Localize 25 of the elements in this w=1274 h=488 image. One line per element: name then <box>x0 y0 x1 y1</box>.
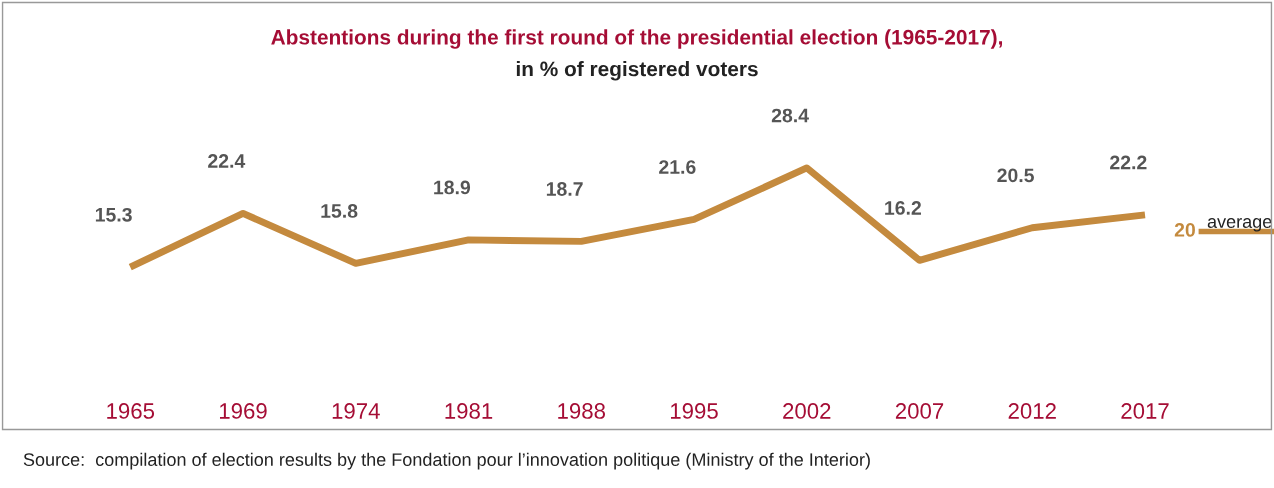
x-tick-label: 1981 <box>445 403 493 419</box>
x-tick-label: 1988 <box>558 403 606 419</box>
x-tick-label: 1995 <box>670 403 718 419</box>
x-tick-label: 2012 <box>1008 403 1056 419</box>
data-label: 18.7 <box>546 182 583 196</box>
x-tick-label: 2007 <box>895 403 944 419</box>
chart-title: Abstentions during the first round of the presidential election (1965-2017), <box>271 29 1003 49</box>
data-label: 15.3 <box>95 207 132 222</box>
data-label: 20.5 <box>997 168 1034 183</box>
data-label: 28.4 <box>771 108 809 123</box>
ref-line-label: average <box>1207 218 1272 232</box>
x-tick-label: 2017 <box>1121 403 1169 419</box>
source-note: Source: compilation of election results by the Fondation pour l’innovation politique (Ministry of the Interior) <box>23 452 870 470</box>
data-label: 22.4 <box>208 154 246 168</box>
x-tick-label: 1965 <box>107 403 155 419</box>
data-label: 15.8 <box>321 204 358 218</box>
data-label: 21.6 <box>659 160 696 174</box>
x-tick-label: 1974 <box>332 403 380 419</box>
data-label: 22.2 <box>1110 155 1147 170</box>
data-label: 16.2 <box>885 201 921 215</box>
chart-subtitle: in % of registered voters <box>516 61 758 81</box>
data-label: 18.9 <box>434 180 471 195</box>
annotation: 20 <box>1174 223 1195 237</box>
x-tick-label: 2002 <box>783 403 831 419</box>
x-tick-label: 1969 <box>219 403 267 419</box>
